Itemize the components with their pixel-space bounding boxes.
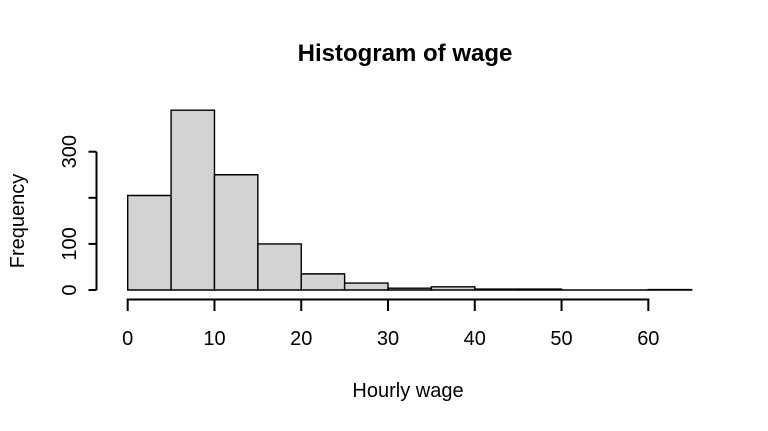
histogram-bar (300, 273, 346, 291)
histogram-bar (343, 282, 389, 291)
x-axis: 0 10 20 30 40 50 60 (122, 298, 659, 350)
y-tick-label: 300 (59, 135, 81, 168)
x-tick-label: 20 (290, 328, 312, 350)
histogram-bar (517, 288, 563, 291)
histogram-bar (387, 287, 433, 291)
y-axis-label: Frequency (7, 174, 29, 269)
histogram-bar (127, 194, 172, 291)
histogram-bars (127, 109, 693, 291)
histogram-bar (430, 286, 476, 291)
x-axis-label: Hourly wage (352, 380, 463, 402)
histogram-bar (170, 109, 216, 291)
histogram-bar (213, 174, 259, 291)
y-tick-label: 100 (59, 227, 81, 260)
histogram-bar (474, 288, 519, 291)
x-tick-label: 60 (637, 328, 659, 350)
y-tick-label: 0 (59, 284, 81, 295)
x-tick-label: 30 (377, 328, 399, 350)
y-axis: 0 100 300 (59, 135, 98, 296)
x-tick-label: 0 (122, 328, 133, 350)
chart-title: Histogram of wage (298, 40, 513, 67)
x-tick-label: 50 (550, 328, 572, 350)
x-tick-label: 40 (464, 328, 486, 350)
histogram-bar (257, 243, 302, 291)
x-tick-label: 10 (203, 328, 225, 350)
